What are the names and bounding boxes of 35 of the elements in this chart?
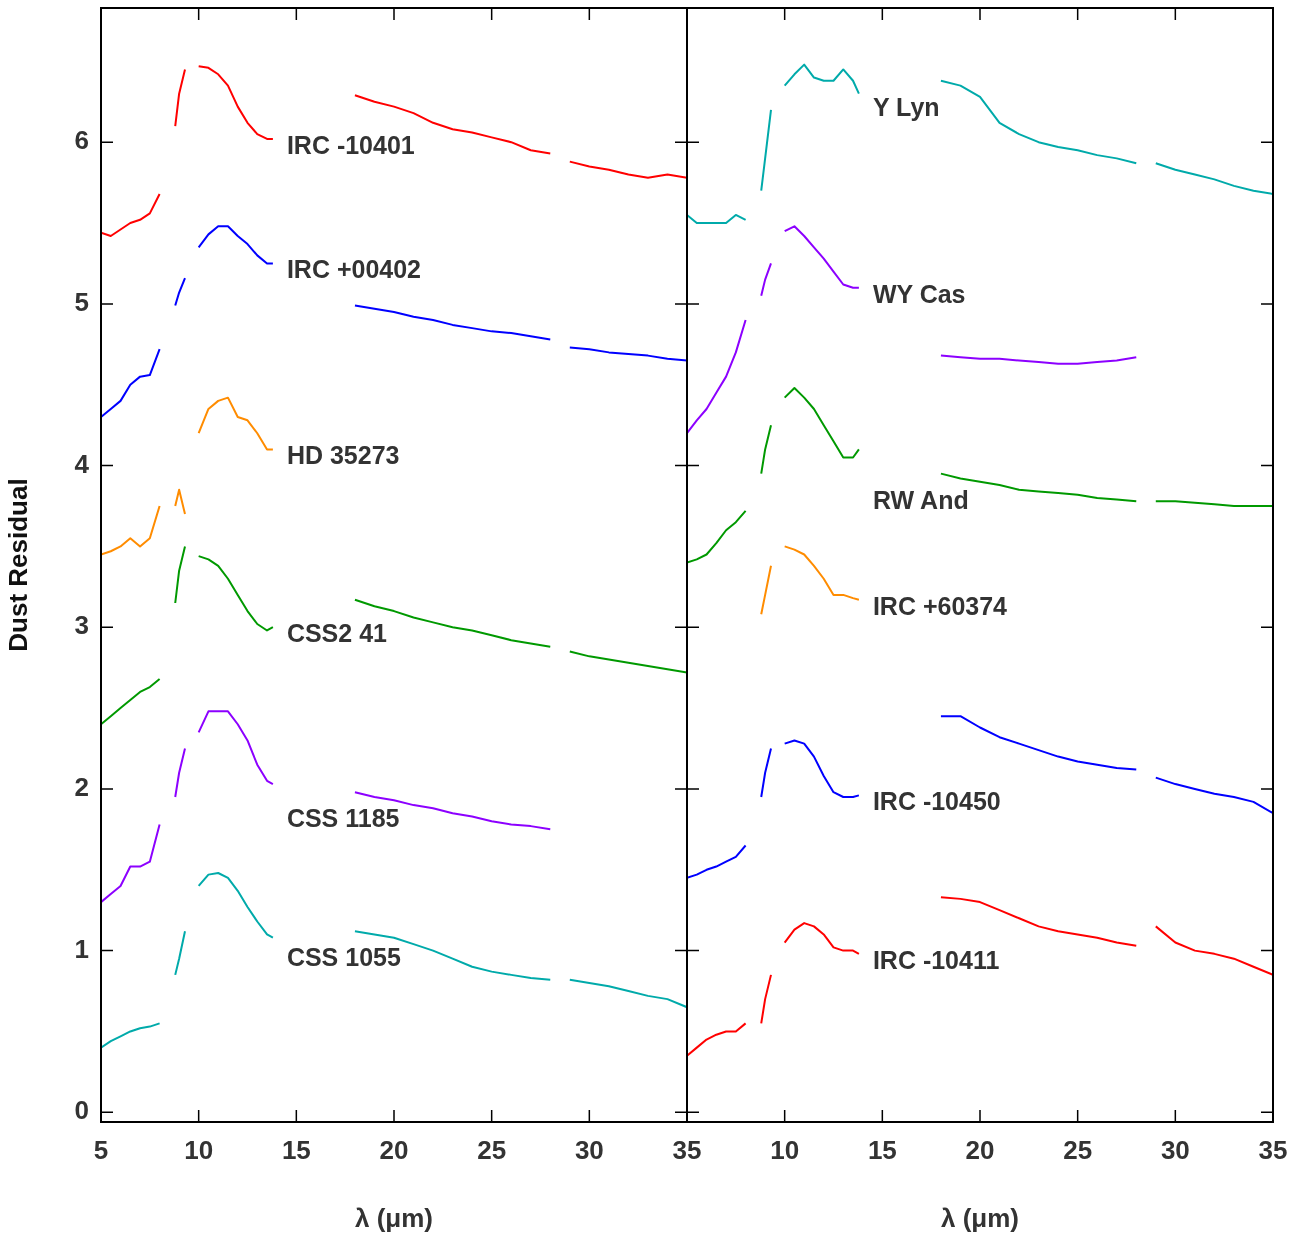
x-tick-label: 10 — [770, 1134, 800, 1165]
x-tick-label: 35 — [1258, 1134, 1288, 1165]
x-tick-label: 25 — [1063, 1134, 1093, 1165]
x-tick-label: 5 — [93, 1134, 109, 1165]
x-axis-title: λ (μm) — [354, 1202, 434, 1233]
series-label: CSS 1185 — [286, 804, 400, 833]
series-label: RW And — [872, 485, 969, 514]
series-label: IRC -10450 — [872, 787, 1001, 816]
series-label: IRC -10401 — [286, 130, 415, 159]
series-label: HD 35273 — [286, 441, 400, 470]
y-tick-label: 3 — [74, 610, 89, 641]
series-label: CSS2 41 — [286, 619, 388, 648]
y-tick-label: 1 — [74, 933, 89, 964]
y-tick-label: 0 — [74, 1095, 89, 1126]
series-label: IRC +60374 — [872, 591, 1008, 620]
x-tick-label: 30 — [1160, 1134, 1190, 1165]
series-label: IRC +00402 — [286, 255, 422, 284]
x-tick-label: 20 — [379, 1134, 409, 1165]
x-axis-title: λ (μm) — [940, 1202, 1020, 1233]
x-tick-label: 15 — [281, 1134, 311, 1165]
series-label: Y Lyn — [872, 92, 940, 121]
series-label: IRC -10411 — [872, 945, 1000, 974]
y-tick-label: 2 — [74, 772, 89, 803]
x-tick-label: 35 — [672, 1134, 702, 1165]
x-tick-label: 30 — [574, 1134, 604, 1165]
x-tick-label: 25 — [477, 1134, 507, 1165]
x-tick-label: 15 — [867, 1134, 897, 1165]
x-tick-label: 10 — [184, 1134, 214, 1165]
series-label: CSS 1055 — [286, 943, 401, 972]
series-label: WY Cas — [872, 279, 966, 308]
x-tick-label: 20 — [965, 1134, 995, 1165]
y-tick-label: 6 — [74, 125, 89, 156]
y-tick-label: 4 — [74, 448, 90, 479]
y-tick-label: 5 — [74, 287, 89, 318]
y-axis-title: Dust Residual — [2, 478, 33, 652]
